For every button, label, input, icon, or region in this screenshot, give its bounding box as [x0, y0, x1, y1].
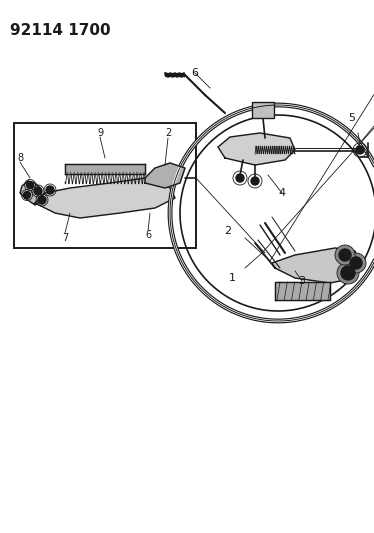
- Circle shape: [341, 266, 355, 280]
- Text: 2: 2: [224, 226, 232, 236]
- Circle shape: [337, 262, 359, 284]
- Polygon shape: [145, 163, 185, 188]
- Text: 92114 1700: 92114 1700: [10, 23, 111, 38]
- Circle shape: [27, 182, 34, 189]
- Circle shape: [350, 257, 362, 269]
- Bar: [252, 102, 274, 118]
- Polygon shape: [20, 181, 42, 205]
- Text: 4: 4: [278, 188, 286, 198]
- Polygon shape: [35, 178, 175, 218]
- Text: 7: 7: [62, 233, 68, 243]
- Circle shape: [24, 191, 31, 198]
- Circle shape: [339, 249, 351, 261]
- Bar: [14, 123, 196, 248]
- Text: 2: 2: [165, 128, 171, 138]
- Circle shape: [356, 146, 364, 154]
- Circle shape: [335, 245, 355, 265]
- Polygon shape: [272, 248, 360, 283]
- Polygon shape: [218, 133, 295, 165]
- Text: 1: 1: [229, 273, 236, 283]
- Text: 9: 9: [97, 128, 103, 138]
- Circle shape: [251, 177, 259, 185]
- Circle shape: [38, 196, 46, 204]
- Text: 8: 8: [17, 153, 23, 163]
- Circle shape: [34, 187, 42, 195]
- Text: 6: 6: [145, 230, 151, 240]
- Text: 6: 6: [191, 68, 199, 78]
- Text: 5: 5: [349, 113, 356, 123]
- Circle shape: [46, 186, 54, 194]
- Circle shape: [346, 253, 366, 273]
- Polygon shape: [275, 282, 330, 300]
- Text: 3: 3: [298, 276, 306, 286]
- Circle shape: [236, 174, 244, 182]
